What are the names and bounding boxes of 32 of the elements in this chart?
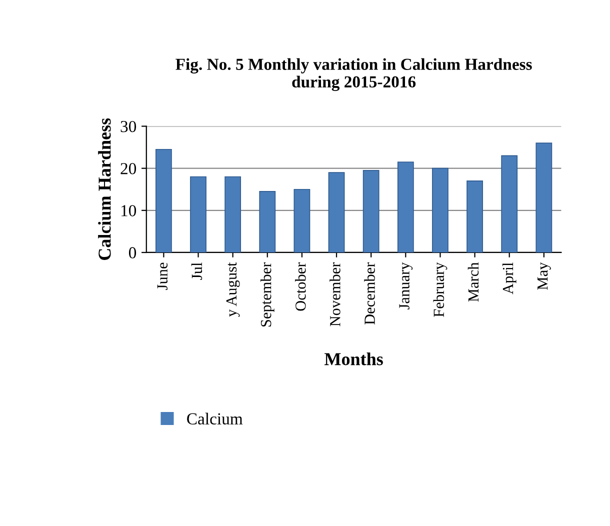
x-tick-label: September <box>260 262 274 327</box>
y-axis-title: Calcium Hardness <box>98 118 111 260</box>
x-tick-label: y August <box>226 262 240 317</box>
bar <box>501 155 518 252</box>
bar <box>466 180 483 252</box>
chart-title: Fig. No. 5 Monthly variation in Calcium Hardness during 2015-2016 <box>176 58 532 92</box>
y-tick-label: 10 <box>121 205 136 216</box>
x-tick-label: June <box>157 262 168 290</box>
bar <box>536 142 552 252</box>
bar <box>432 168 448 252</box>
legend-label: Calcium <box>187 412 243 424</box>
bar <box>328 172 345 252</box>
x-tick-label: October <box>295 262 306 311</box>
bar <box>190 176 206 252</box>
x-tick-label: May <box>538 262 551 290</box>
x-tick-label: Jul <box>191 262 202 280</box>
bar <box>155 148 172 252</box>
y-tick-label: 20 <box>120 163 136 174</box>
bar <box>294 188 310 252</box>
x-tick-label: April <box>502 262 516 294</box>
bar <box>224 176 242 252</box>
bar <box>259 191 276 252</box>
x-tick-label: January <box>399 262 413 310</box>
bar <box>362 170 380 252</box>
x-tick-label: February <box>433 262 448 317</box>
y-tick-label: 30 <box>120 120 136 132</box>
x-axis-title: Months <box>324 352 383 366</box>
y-tick-label: 0 <box>128 247 136 258</box>
bar <box>397 162 414 252</box>
x-tick-label: March <box>468 262 479 302</box>
x-tick-label: November <box>330 262 340 326</box>
x-tick-label: December <box>364 262 375 325</box>
